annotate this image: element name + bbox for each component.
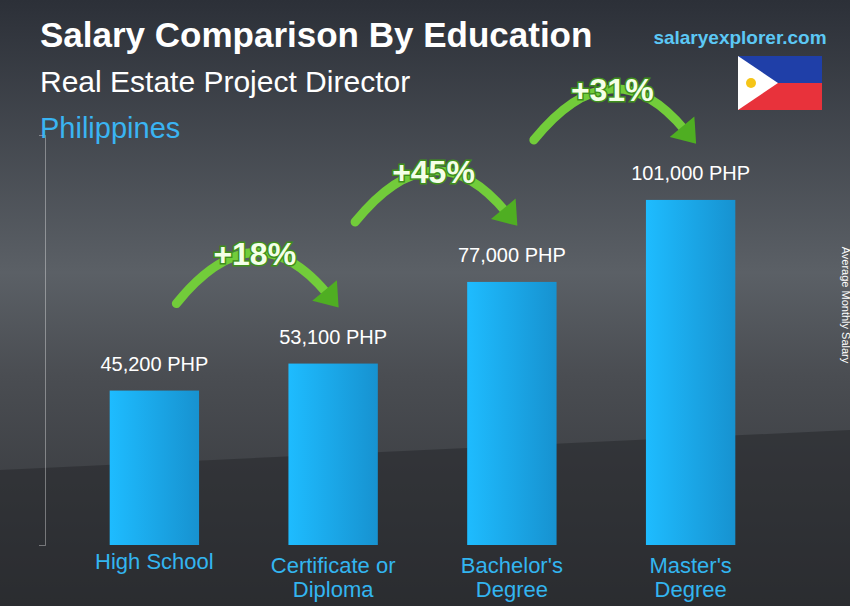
growth-arrow: +18% bbox=[176, 236, 338, 308]
growth-arrow: +31% bbox=[534, 72, 696, 144]
y-axis-line bbox=[39, 136, 46, 546]
x-tick: Certificate orDiploma bbox=[271, 545, 396, 602]
location: Philippines bbox=[40, 112, 180, 144]
bar bbox=[110, 391, 199, 545]
growth-arrows: +18% +45% +31% bbox=[176, 72, 696, 307]
x-tick-label: High School bbox=[95, 549, 214, 574]
flag-triangle bbox=[738, 56, 778, 110]
x-tick: Bachelor'sDegree bbox=[461, 545, 563, 602]
data-label: 77,000 PHP bbox=[458, 244, 566, 266]
x-tick: High School bbox=[95, 545, 214, 574]
arrow-head bbox=[491, 199, 517, 226]
title: Salary Comparison By Education bbox=[40, 15, 592, 54]
growth-arrow: +45% bbox=[355, 154, 517, 226]
y-axis-title: Average Monthly Salary bbox=[840, 247, 850, 364]
x-tick: Master'sDegree bbox=[649, 545, 731, 602]
bar bbox=[646, 200, 735, 545]
subtitle: Real Estate Project Director bbox=[40, 65, 410, 98]
data-label: 101,000 PHP bbox=[631, 162, 750, 184]
x-axis: High School Certificate orDiploma Bachelor… bbox=[66, 545, 781, 602]
source: salaryexplorer.com bbox=[653, 27, 826, 48]
background bbox=[0, 0, 850, 606]
chart: High School Certificate orDiploma Bachelor… bbox=[0, 0, 850, 606]
bar bbox=[288, 364, 377, 545]
bar bbox=[467, 282, 556, 545]
data-label: 45,200 PHP bbox=[100, 353, 208, 375]
arrow-head bbox=[312, 280, 338, 307]
growth-label: +18% bbox=[213, 236, 296, 272]
data-labels: 45,200 PHP 53,100 PHP 77,000 PHP 101,000 PH… bbox=[100, 162, 750, 375]
flag bbox=[738, 56, 822, 110]
growth-label: +31% bbox=[571, 72, 654, 108]
y-axis bbox=[39, 136, 46, 546]
x-tick-label: Master'sDegree bbox=[649, 553, 731, 602]
arrow-head bbox=[670, 117, 696, 144]
data-label: 53,100 PHP bbox=[279, 326, 387, 348]
x-axis-line bbox=[66, 545, 781, 546]
growth-label: +45% bbox=[392, 154, 475, 190]
x-tick-label: Certificate orDiploma bbox=[271, 553, 396, 602]
flag-sun bbox=[746, 78, 756, 88]
x-tick-label: Bachelor'sDegree bbox=[461, 553, 563, 602]
